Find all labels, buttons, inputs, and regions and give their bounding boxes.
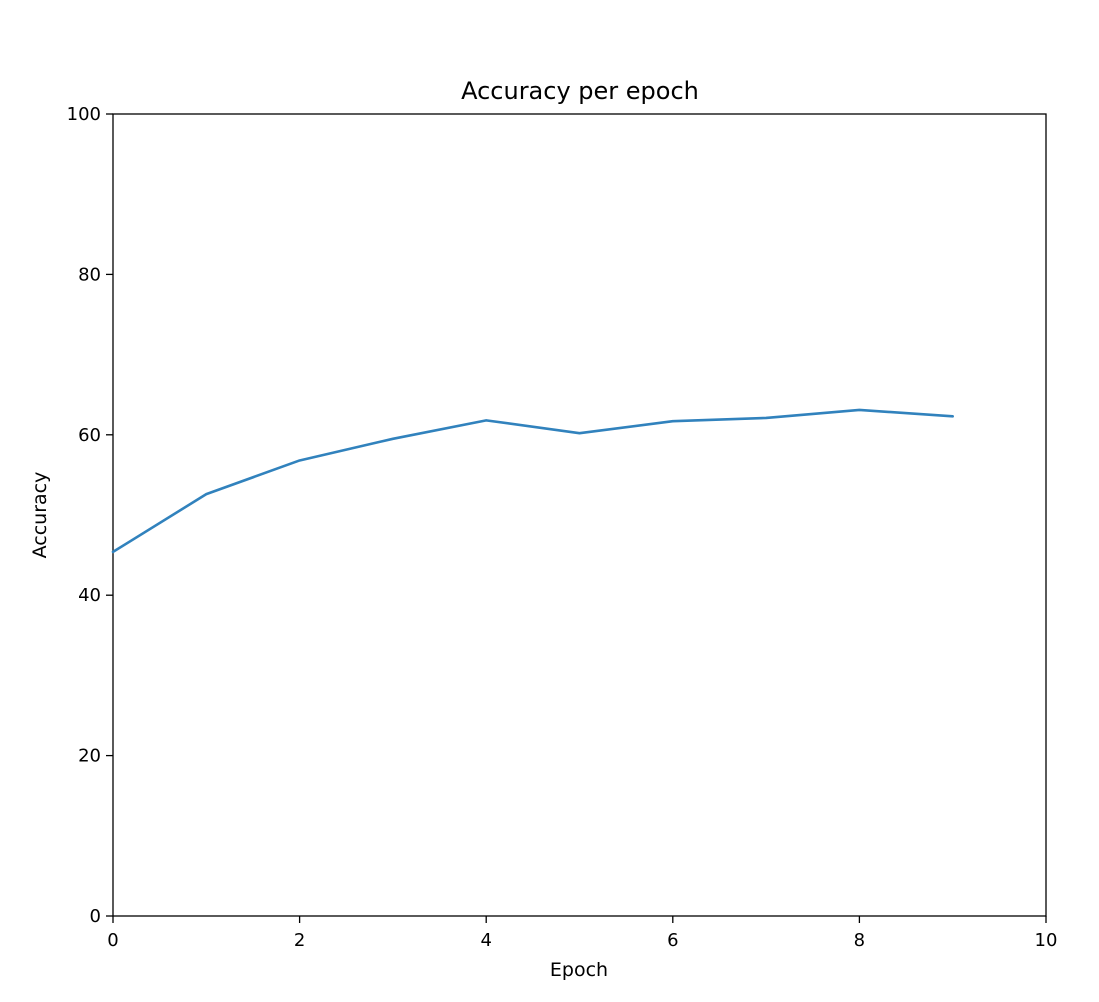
- chart-title: Accuracy per epoch: [461, 77, 699, 105]
- y-tick-label: 100: [67, 104, 101, 125]
- x-tick-label: 8: [854, 930, 865, 951]
- y-axis: 0 20 40 60 80 100: [67, 104, 113, 927]
- y-tick-label: 80: [78, 264, 101, 285]
- x-tick-label: 2: [294, 930, 305, 951]
- series-layer: [111, 408, 955, 554]
- x-tick-label: 0: [107, 930, 118, 951]
- x-tick-label: 10: [1035, 930, 1058, 951]
- x-tick-label: 6: [667, 930, 678, 951]
- x-axis-label: Epoch: [550, 959, 608, 981]
- x-tick-label: 4: [480, 930, 491, 951]
- y-tick-label: 20: [78, 746, 101, 767]
- y-tick-label: 60: [78, 425, 101, 446]
- y-axis-label: Accuracy: [29, 472, 51, 559]
- y-tick-label: 40: [78, 585, 101, 606]
- x-axis: 0 2 4 6 8 10: [107, 916, 1057, 951]
- plot-frame: [112, 113, 1047, 917]
- accuracy-line: [111, 408, 955, 554]
- y-tick-label: 0: [90, 906, 101, 927]
